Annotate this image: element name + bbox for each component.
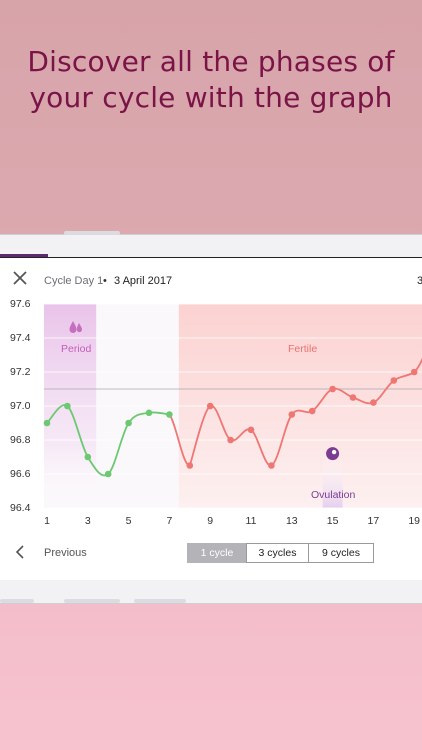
y-tick-label: 96.4 — [10, 502, 31, 514]
separator-dot: • — [103, 275, 107, 287]
ovulation-marker-highlight — [331, 449, 337, 455]
temperature-chart: 1 3 5 7 9 11 13 15 17 19 — [43, 303, 422, 527]
data-point — [104, 470, 112, 478]
close-icon[interactable] — [11, 269, 29, 287]
data-point — [268, 462, 275, 469]
data-point — [410, 368, 418, 376]
app-screen: Cycle Day 1 • 3 April 2017 3 97.6 97.4 9… — [0, 257, 422, 580]
y-tick-label: 97.0 — [10, 400, 31, 412]
phone-button — [64, 599, 120, 603]
data-point — [186, 462, 194, 469]
drop-icon — [69, 321, 82, 333]
data-point — [206, 402, 214, 410]
y-tick-label: 97.6 — [10, 298, 31, 310]
y-tick-label: 97.2 — [10, 366, 31, 378]
screen-accent-line — [0, 254, 48, 257]
chevron-left-icon[interactable] — [14, 545, 26, 559]
data-point — [145, 409, 153, 417]
data-point — [84, 453, 92, 461]
x-tick-label: 3 — [85, 515, 91, 527]
x-tick-label: 17 — [368, 515, 380, 527]
data-point — [370, 399, 377, 406]
phone-button — [0, 599, 34, 603]
phone-button — [64, 231, 120, 235]
headline: Discover all the phases of your cycle wi… — [0, 44, 422, 116]
y-tick-label: 97.4 — [10, 332, 31, 344]
x-tick-label: 19 — [408, 515, 420, 527]
x-tick-label: 13 — [286, 515, 298, 527]
segment-1-cycle[interactable]: 1 cycle — [187, 543, 247, 563]
phone-button — [134, 599, 186, 603]
data-point — [247, 426, 255, 434]
previous-button[interactable]: Previous — [44, 547, 87, 559]
data-point — [288, 411, 296, 418]
x-tick-label: 9 — [207, 515, 213, 527]
headline-line-2: your cycle with the graph — [29, 81, 393, 114]
segment-9-cycles[interactable]: 9 cycles — [308, 543, 374, 563]
data-point — [125, 419, 132, 427]
ovulation-band — [322, 453, 343, 508]
fertile-label: Fertile — [288, 343, 318, 355]
y-tick-label: 96.6 — [10, 468, 31, 480]
x-tick-label: 1 — [44, 515, 50, 527]
x-tick-label: 15 — [327, 515, 339, 527]
headline-line-1: Discover all the phases of — [27, 45, 395, 78]
data-point — [329, 385, 336, 393]
x-tick-label: 11 — [246, 515, 257, 527]
period-label: Period — [61, 343, 92, 355]
data-point — [43, 419, 51, 427]
ovulation-label: Ovulation — [311, 489, 356, 501]
data-point — [227, 436, 234, 444]
data-point — [349, 394, 357, 401]
data-point — [64, 402, 71, 410]
cycle-day-label: Cycle Day 1 — [44, 275, 104, 287]
data-point — [166, 411, 173, 418]
segment-3-cycles[interactable]: 3 cycles — [246, 543, 309, 563]
x-tick-label: 7 — [166, 515, 172, 527]
data-point — [308, 407, 316, 415]
cut-off-number: 3 — [417, 275, 422, 287]
data-point — [390, 377, 398, 384]
cycle-date: 3 April 2017 — [114, 275, 173, 287]
y-tick-label: 96.8 — [10, 434, 31, 446]
x-tick-label: 5 — [126, 515, 132, 527]
